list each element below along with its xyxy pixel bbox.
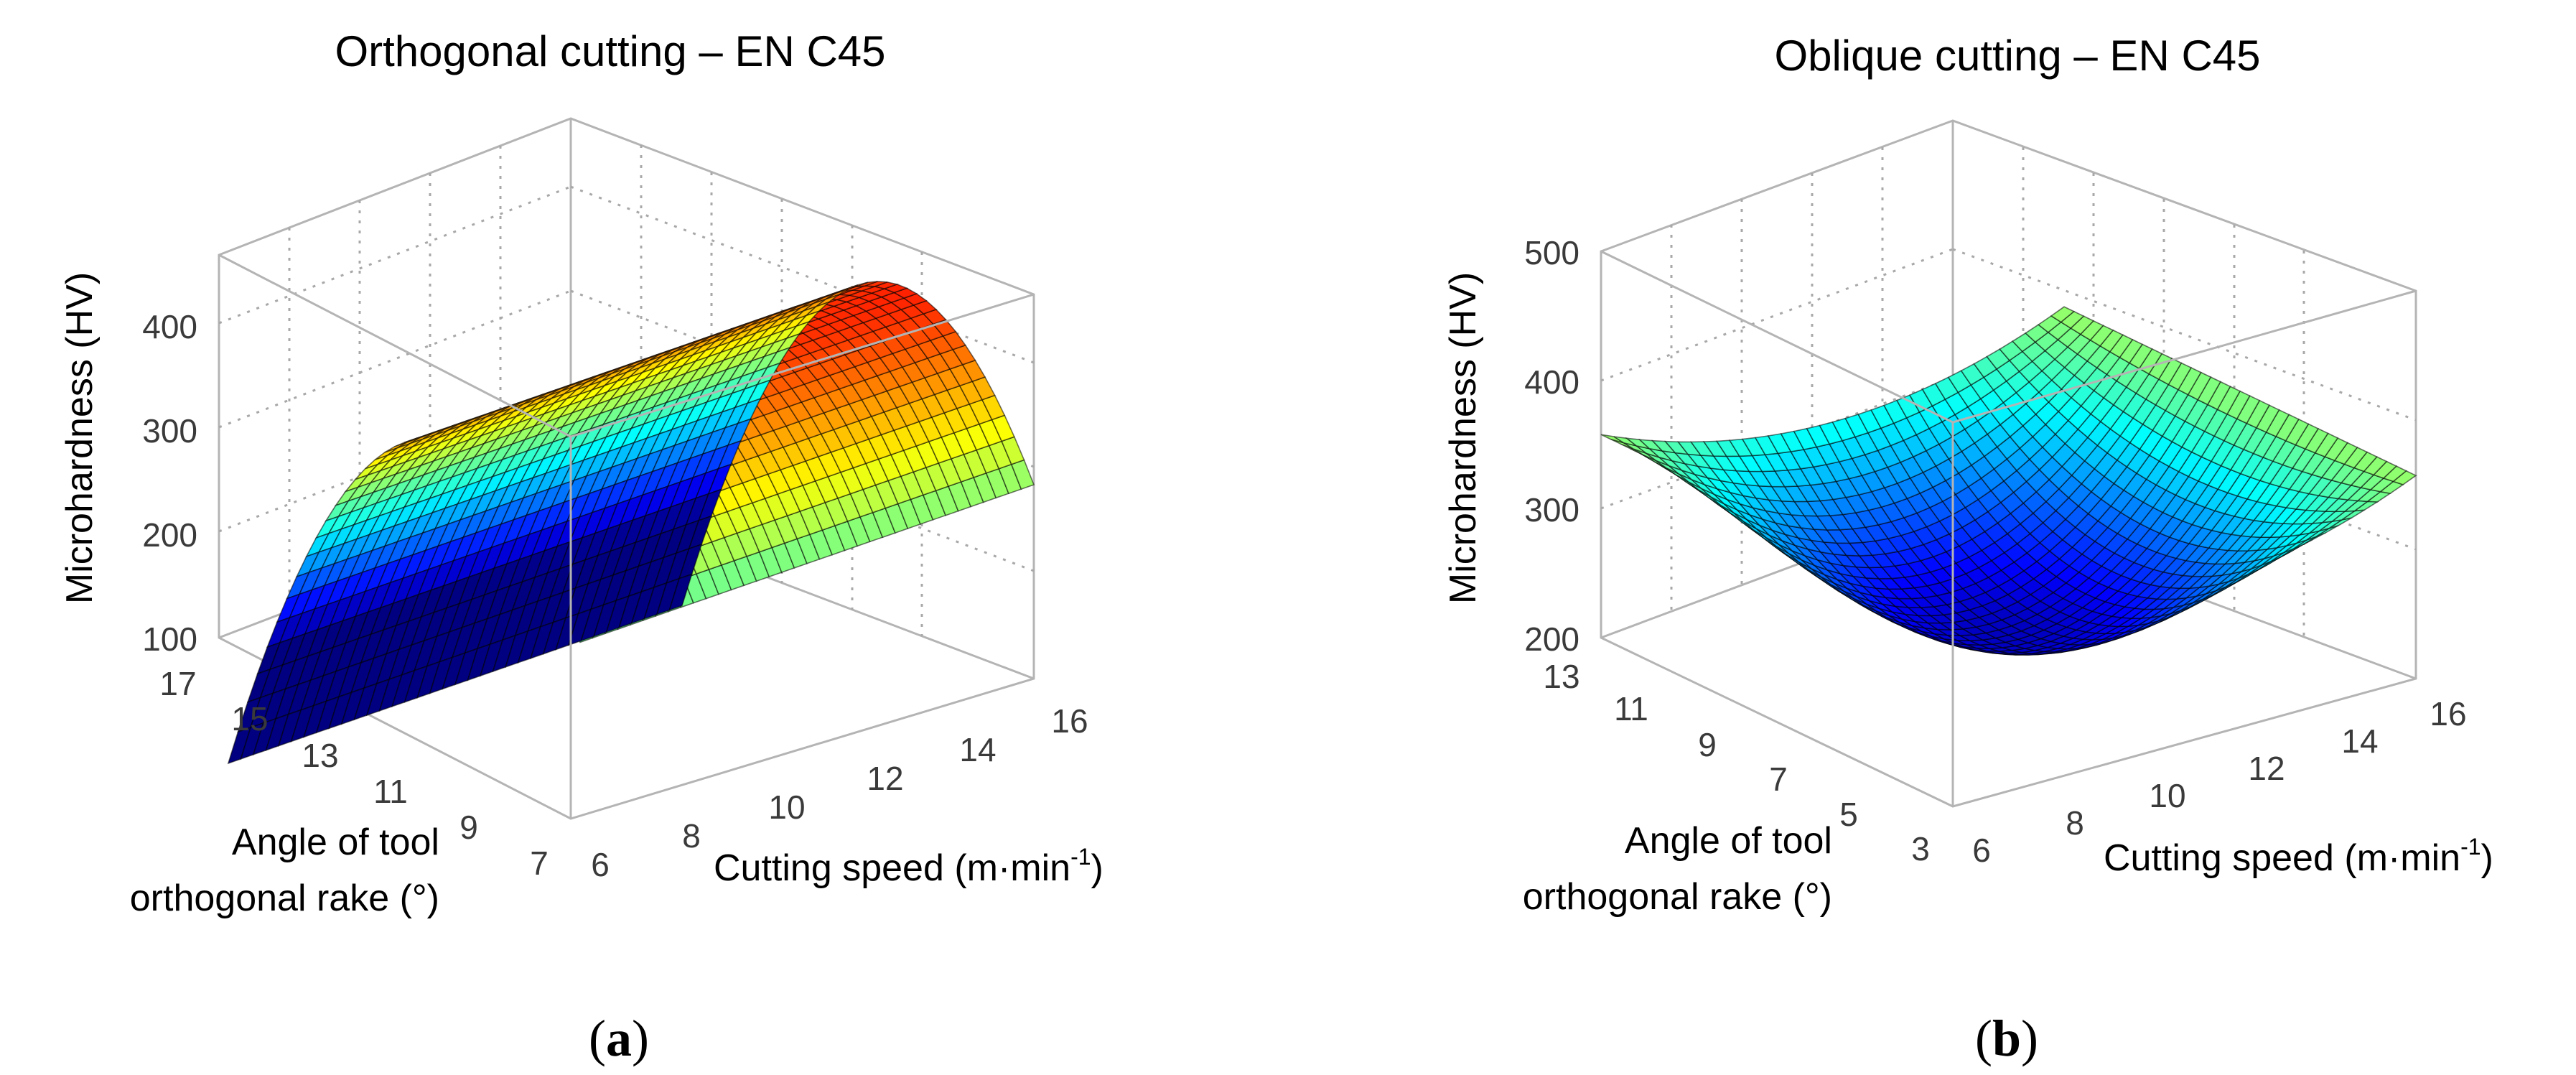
chart-a-x-tick: 6 — [591, 846, 610, 883]
panel-a-letter: a — [606, 1010, 632, 1067]
chart-a-x-tick: 16 — [1051, 702, 1088, 740]
chart-b-x-tick: 14 — [2341, 722, 2378, 760]
chart-a-z-tick: 400 — [142, 308, 197, 345]
chart-b-x-tick: 8 — [2066, 804, 2084, 842]
chart-b-y-tick: 7 — [1769, 760, 1788, 798]
chart-a-y-tick: 17 — [159, 665, 196, 702]
chart-a-box-front — [218, 253, 1035, 819]
chart-b-y-label-line2: orthogonal rake (°) — [1523, 876, 1832, 918]
chart-a-y-tick: 11 — [373, 773, 408, 810]
chart-b-box-front — [1600, 250, 2417, 806]
chart-a-x-label-text: Cutting speed (m·min — [714, 847, 1070, 889]
chart-b-x-tick: 10 — [2149, 777, 2185, 814]
chart-a-z-tick: 200 — [142, 516, 197, 554]
chart-b-x-label-close: ) — [2481, 837, 2493, 879]
chart-a-y-tick: 9 — [459, 809, 478, 846]
chart-b-x-label-text: Cutting speed (m·min — [2104, 837, 2460, 879]
chart-a-x-tick: 8 — [682, 817, 701, 855]
chart-b-z-ticks: 200 300 400 500 — [1524, 234, 1579, 658]
chart-a-y-label-line2: orthogonal rake (°) — [130, 878, 439, 919]
chart-b: Oblique cutting – EN C45 — [1442, 32, 2493, 1067]
chart-a-y-label-line1: Angle of tool — [232, 822, 439, 863]
chart-a-surface — [227, 281, 1035, 765]
chart-b-y-tick: 5 — [1839, 796, 1858, 833]
chart-b-z-tick: 200 — [1524, 620, 1579, 658]
chart-a-x-tick: 14 — [959, 731, 996, 768]
panel-b-label: (b) — [1975, 1010, 2038, 1067]
chart-a-y-tick: 13 — [302, 737, 338, 774]
chart-a-x-label-close: ) — [1091, 847, 1103, 889]
chart-b-z-tick: 300 — [1524, 491, 1579, 529]
chart-b-y-tick: 11 — [1614, 690, 1648, 727]
surface-patch — [668, 573, 693, 611]
chart-b-z-tick: 500 — [1524, 234, 1579, 271]
chart-b-z-label: Microhardness (HV) — [1442, 272, 1484, 604]
chart-a-z-ticks: 100 200 300 400 — [142, 308, 197, 658]
chart-b-x-label: Cutting speed (m·min-1) — [2104, 834, 2493, 879]
chart-b-y-ticks: 13 11 9 7 5 3 — [1543, 658, 1929, 867]
chart-b-y-label-line1: Angle of tool — [1625, 820, 1832, 862]
chart-b-y-tick: 3 — [1911, 830, 1930, 867]
chart-b-x-tick: 6 — [1972, 832, 1991, 869]
chart-b-x-tick: 16 — [2430, 695, 2466, 732]
chart-b-x-ticks: 6 8 10 12 14 16 — [1972, 695, 2466, 869]
panel-b-letter: b — [1992, 1010, 2021, 1067]
chart-a-x-ticks: 6 8 10 12 14 16 — [591, 702, 1088, 883]
chart-a-title: Orthogonal cutting – EN C45 — [335, 27, 885, 75]
chart-a-x-tick: 12 — [867, 760, 903, 797]
chart-a-z-tick: 300 — [142, 412, 197, 450]
chart-a-x-label: Cutting speed (m·min-1) — [714, 844, 1103, 889]
chart-a-z-tick: 100 — [142, 620, 197, 658]
chart-a-y-ticks: 17 15 13 11 9 7 — [159, 665, 548, 882]
chart-b-surface — [1600, 306, 2417, 656]
chart-b-y-tick: 9 — [1698, 726, 1717, 763]
chart-a-y-tick: 15 — [231, 700, 268, 737]
chart-a-z-label: Microhardness (HV) — [59, 272, 101, 604]
chart-a-x-tick: 10 — [768, 788, 805, 826]
chart-a: Orthogonal cutting – EN C45 — [59, 27, 1103, 1067]
surface-patch — [2050, 306, 2076, 323]
chart-b-x-label-superscript: -1 — [2460, 834, 2481, 860]
panel-a-label: (a) — [589, 1010, 649, 1067]
chart-b-z-tick: 400 — [1524, 363, 1579, 401]
chart-b-x-tick: 12 — [2248, 750, 2285, 787]
chart-b-y-tick: 13 — [1543, 658, 1579, 695]
chart-a-y-tick: 7 — [530, 844, 549, 882]
chart-b-title: Oblique cutting – EN C45 — [1774, 32, 2260, 80]
chart-a-x-label-superscript: -1 — [1070, 844, 1091, 870]
